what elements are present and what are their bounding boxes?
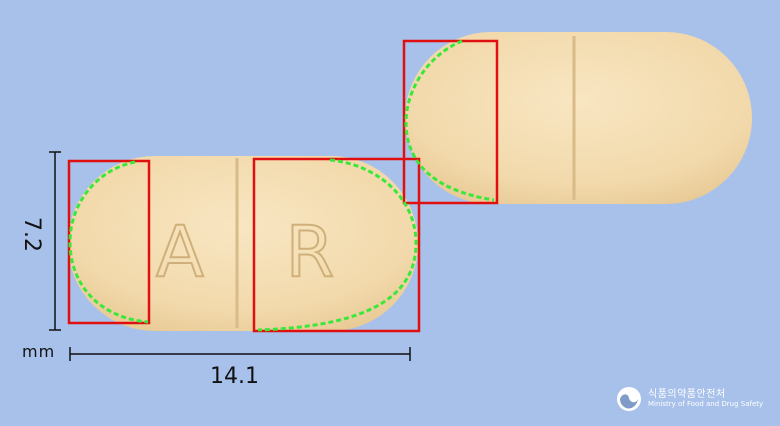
- edge-outlines: [68, 39, 495, 332]
- watermark: 식품의약품안전처 Ministry of Food and Drug Safet…: [616, 386, 763, 412]
- unit-label: mm: [22, 342, 56, 361]
- watermark-english: Ministry of Food and Drug Safety: [648, 399, 764, 408]
- box-back-left-end: [402, 39, 499, 205]
- tablet-front-view: A R: [68, 156, 418, 331]
- tablet-back-body: [405, 32, 752, 204]
- mfds-logo-icon: [617, 387, 641, 411]
- imprint-left: A: [156, 211, 204, 293]
- width-label: 7.2: [19, 217, 44, 252]
- outline-back-left: [404, 39, 495, 202]
- outline-front-right: [257, 158, 418, 332]
- detection-boxes: [67, 39, 499, 333]
- box-front-left-end: [67, 159, 151, 325]
- imprint-right: R: [286, 211, 335, 293]
- tablet-back-view: [405, 32, 752, 204]
- box-front-right-end: [252, 157, 421, 333]
- outline-front-left: [68, 160, 149, 324]
- tablet-front-body: [68, 156, 418, 331]
- length-label: 14.1: [210, 364, 259, 389]
- dimension-markers: [49, 151, 411, 361]
- watermark-korean: 식품의약품안전처: [648, 389, 726, 401]
